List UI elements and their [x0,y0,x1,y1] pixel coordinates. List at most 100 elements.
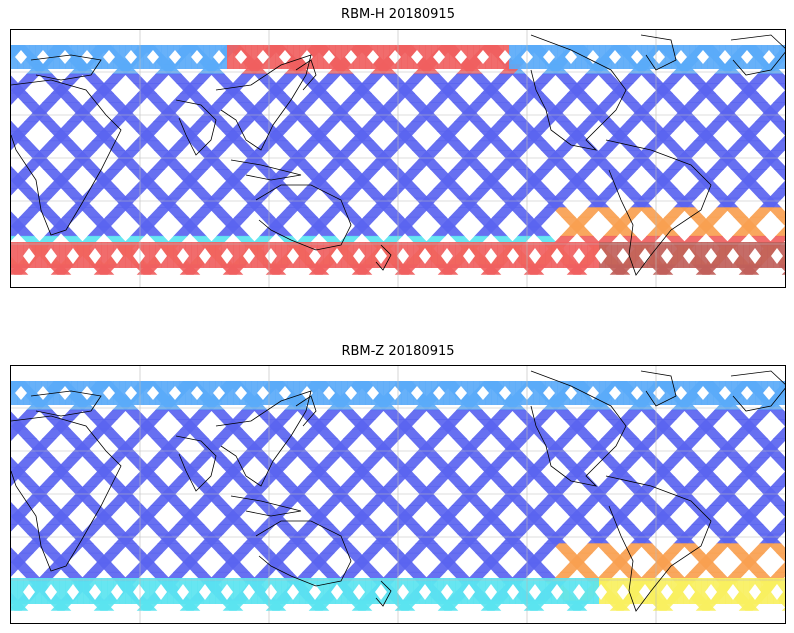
swath-segment [220,130,245,142]
swath-segment [423,543,447,554]
swath-segment [609,419,634,430]
south-strip-cell [539,578,546,604]
swath-segment [15,140,40,151]
swath-segment [247,438,272,449]
swath-segment [686,92,711,104]
strip-gap [441,584,453,600]
swath-segment [215,562,240,573]
swath-segment [478,466,503,478]
swath-segment [351,419,376,430]
swath-segment [776,216,785,227]
north-strip-cell [383,45,390,69]
strip-gap [411,50,423,64]
strip-gap [199,248,211,264]
south-strip-cell [149,242,156,268]
swath-segment [704,409,729,420]
swath-segment [189,524,214,535]
swath-segment [724,543,748,554]
strip-gap [609,386,621,400]
swath-segment [557,92,582,104]
south-strip-cell [101,242,108,268]
swath-segment [657,169,682,180]
swath-segment [152,111,177,123]
north-strip-cell [779,45,785,69]
north-strip-cell [785,381,786,405]
strip-gap [675,386,687,400]
swath-segment [778,419,785,427]
south-strip-cell [371,578,378,604]
swath-segment [234,207,258,218]
swath-segment [318,188,343,199]
swath-segment [528,505,553,516]
coastline [640,370,677,407]
swath-segment [254,140,279,151]
swath-segment [556,121,581,132]
swath-segment [727,140,752,151]
swath-segment [281,111,306,123]
north-strip-cell [77,381,84,405]
south-strip-cell [677,242,684,268]
swath-segment [144,476,169,487]
swath-segment [702,457,727,468]
swath-segment [471,428,496,440]
swath-segment [367,447,392,459]
strip-gap [771,248,783,264]
swath-segment [238,111,263,123]
strip-gap [529,248,541,264]
north-strip-cell [641,381,648,405]
north-strip-cell [11,381,18,405]
swath-segment [98,169,123,180]
strip-gap [529,584,541,600]
strip-gap [639,248,651,264]
south-strip-cell [305,242,312,268]
swath-segment [462,438,487,449]
swath-segment [600,92,625,104]
swath-segment [313,169,338,180]
strip-gap [235,50,247,64]
swath-segment [511,73,536,84]
swath-segment [548,102,573,113]
swath-segment [693,130,718,142]
swath-segment [747,73,772,84]
south-strip-cell [365,578,372,604]
swath-segment [146,188,171,199]
north-strip-cell [443,45,450,69]
swath-segment [227,169,252,180]
strip-gap [323,50,335,64]
swath-segment [731,562,756,573]
swath-segment [425,409,450,420]
strip-gap [741,386,753,400]
swath-segment [58,140,83,151]
swath-segment [340,140,365,151]
swath-segment [132,178,157,189]
swath-segment [446,409,471,420]
south-strip-cell [455,242,462,268]
swath-segment [424,524,449,535]
swath-segment [648,514,673,525]
swath-segment [57,457,82,468]
swath-segment [215,226,240,237]
swath-segment [189,188,214,199]
strip-gap [749,584,761,600]
strip-gap [221,584,233,600]
north-strip-cell [47,381,54,405]
north-strip-cell [665,381,672,405]
swath-segment [650,130,675,142]
swath-segment [403,73,428,84]
swath-segment [372,533,396,545]
swath-segment [614,505,639,516]
swath-segment [532,409,557,420]
swath-segment [301,562,326,573]
swath-segment [566,419,591,430]
swath-segment [177,130,202,142]
swath-segment [11,216,34,228]
swath-segment [488,476,513,487]
swath-segment [468,409,493,420]
swath-segment [211,140,236,151]
swath-segment [512,476,537,487]
south-strip-cell [347,242,354,268]
strip-gap [213,50,225,64]
swath-segment [274,73,299,84]
swath-segment [720,102,745,113]
swath-segment [213,428,238,440]
